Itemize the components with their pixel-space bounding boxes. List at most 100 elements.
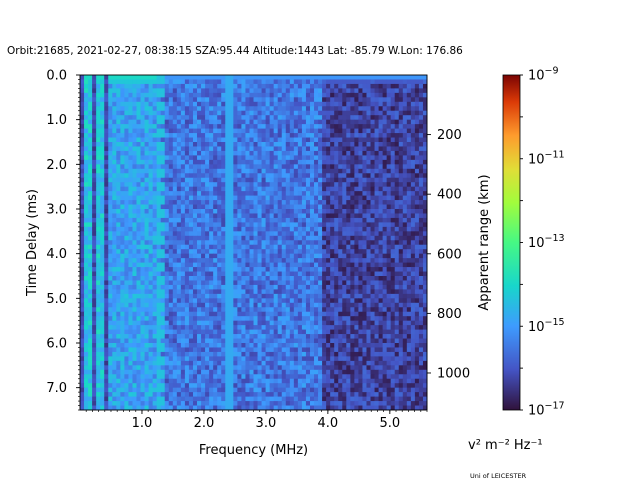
heatmap-cell: [297, 267, 303, 272]
heatmap-cell: [249, 253, 254, 259]
heatmap-cell: [326, 213, 331, 219]
heatmap-cell: [370, 83, 375, 89]
heatmap-cell: [192, 316, 198, 322]
heatmap-cell: [289, 92, 295, 98]
heatmap-cell: [354, 276, 359, 281]
heatmap-cell: [108, 325, 113, 330]
heatmap-cell: [265, 258, 271, 263]
heatmap-cell: [124, 235, 129, 241]
heatmap-cell: [330, 168, 335, 174]
heatmap-cell: [273, 280, 279, 286]
heatmap-cell: [358, 191, 363, 196]
heatmap-cell: [277, 231, 283, 237]
heatmap-cell: [116, 240, 121, 246]
heatmap-cell: [358, 226, 363, 232]
heatmap-cell: [273, 311, 279, 317]
heatmap-cell: [350, 195, 355, 201]
heatmap-cell: [188, 222, 194, 228]
heatmap-cell: [253, 92, 258, 98]
heatmap-cell: [180, 150, 186, 156]
heatmap-cell: [249, 88, 254, 94]
heatmap-cell: [241, 142, 246, 147]
heatmap-cell: [342, 155, 347, 161]
heatmap-cell: [128, 293, 133, 299]
heatmap-cell: [261, 110, 266, 116]
heatmap-cell: [88, 128, 93, 134]
heatmap-cell: [88, 240, 93, 246]
heatmap-cell: [297, 280, 303, 286]
heatmap-cell: [168, 92, 174, 98]
heatmap-cell: [370, 325, 375, 330]
heatmap-cell: [342, 293, 347, 299]
heatmap-cell: [241, 177, 246, 183]
heatmap-cell: [418, 177, 424, 183]
heatmap-cell: [414, 280, 420, 286]
heatmap-cell: [192, 142, 198, 147]
heatmap-cell: [390, 222, 396, 228]
heatmap-cell: [406, 119, 412, 125]
heatmap-cell: [176, 182, 182, 188]
heatmap-cell: [225, 235, 230, 241]
heatmap-cell: [180, 222, 186, 228]
heatmap-cell: [314, 142, 319, 147]
heatmap-cell: [297, 320, 303, 326]
heatmap-cell: [184, 213, 190, 219]
heatmap-cell: [217, 244, 222, 250]
heatmap-cell: [342, 142, 347, 147]
heatmap-cell: [168, 240, 174, 246]
heatmap-cell: [172, 316, 178, 322]
heatmap-cell: [358, 316, 363, 322]
heatmap-cell: [378, 329, 384, 335]
heatmap-cell: [221, 320, 226, 326]
heatmap-cell: [156, 110, 162, 116]
heatmap-cell: [233, 101, 238, 107]
heatmap-cell: [124, 258, 129, 263]
heatmap-cell: [180, 209, 186, 214]
heatmap-cell: [261, 325, 266, 330]
heatmap-cell: [192, 115, 198, 121]
heatmap-cell: [237, 200, 242, 205]
heatmap-cell: [197, 325, 202, 330]
heatmap-cell: [285, 320, 291, 326]
heatmap-cell: [394, 164, 400, 170]
heatmap-cell: [225, 146, 230, 152]
heatmap-cell: [406, 200, 412, 205]
heatmap-cell: [326, 146, 331, 152]
heatmap-cell: [378, 75, 384, 80]
heatmap-cell: [314, 146, 319, 152]
heatmap-cell: [176, 284, 182, 290]
heatmap-cell: [128, 280, 133, 286]
heatmap-cell: [273, 289, 279, 295]
heatmap-cell: [120, 249, 125, 255]
heatmap-cell: [297, 209, 303, 214]
heatmap-cell: [197, 110, 202, 116]
heatmap-cell: [342, 124, 347, 129]
heatmap-cell: [201, 271, 206, 277]
heatmap-cell: [164, 253, 170, 259]
heatmap-cell: [217, 231, 222, 237]
heatmap-cell: [398, 186, 404, 192]
heatmap-cell: [152, 253, 158, 259]
heatmap-cell: [124, 226, 129, 232]
heatmap-cell: [305, 101, 311, 107]
heatmap-cell: [229, 155, 234, 161]
heatmap-cell: [120, 168, 125, 174]
heatmap-cell: [265, 164, 271, 170]
heatmap-cell: [148, 240, 154, 246]
heatmap-cell: [269, 329, 275, 335]
heatmap-cell: [346, 200, 351, 205]
heatmap-cell: [402, 258, 408, 263]
heatmap-cell: [201, 115, 206, 121]
heatmap-cell: [273, 173, 279, 179]
heatmap-cell: [245, 186, 250, 192]
heatmap-cell: [116, 293, 121, 299]
heatmap-cell: [293, 262, 299, 268]
heatmap-cell: [225, 302, 230, 308]
heatmap-cell: [362, 97, 367, 103]
heatmap-cell: [188, 209, 194, 214]
heatmap-cell: [309, 258, 315, 263]
heatmap-cell: [398, 209, 404, 214]
heatmap-cell: [160, 289, 166, 295]
heatmap-cell: [176, 298, 182, 304]
heatmap-cell: [168, 231, 174, 237]
